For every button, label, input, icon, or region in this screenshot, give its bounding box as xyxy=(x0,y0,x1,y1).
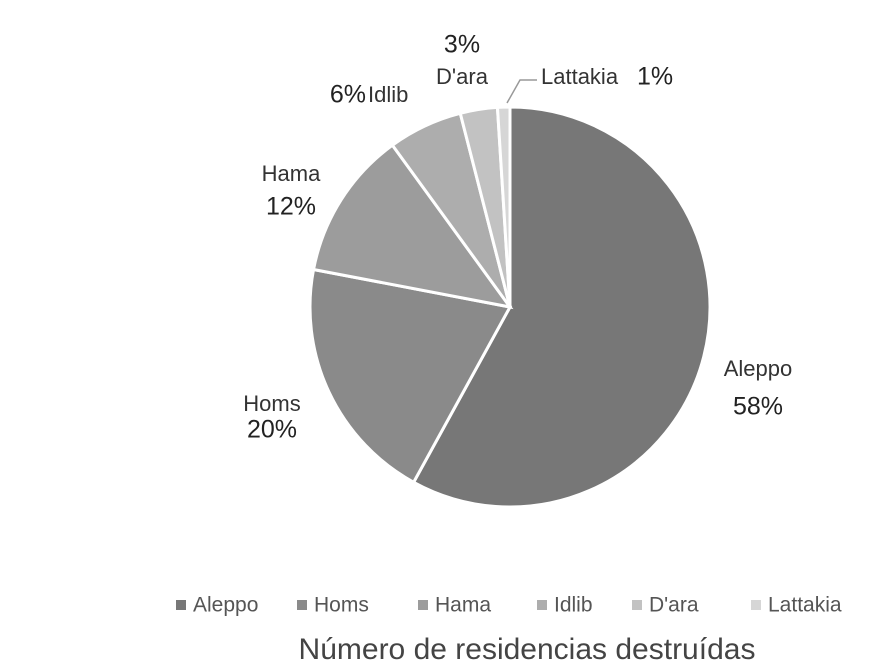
legend-label: D'ara xyxy=(649,594,699,617)
data-label-value: 6% xyxy=(330,81,366,109)
pie-slice xyxy=(311,143,514,310)
pie-slice xyxy=(308,267,513,485)
legend-marker xyxy=(537,600,547,610)
chart-title: Número de residencias destruídas xyxy=(299,633,756,666)
data-label-value: 58% xyxy=(733,393,783,421)
pie-slice xyxy=(495,105,512,308)
data-label-value: 20% xyxy=(247,416,297,444)
data-label-value: 3% xyxy=(444,31,480,59)
legend-marker xyxy=(751,600,761,610)
data-label-name: Lattakia xyxy=(541,64,619,89)
legend-marker xyxy=(418,600,428,610)
legend-label: Hama xyxy=(435,594,491,617)
data-label-name: D'ara xyxy=(436,64,489,89)
data-label-name: Idlib xyxy=(368,82,408,107)
leader-line xyxy=(506,79,537,104)
legend-label: Homs xyxy=(314,594,369,617)
data-label-value: 1% xyxy=(637,63,673,91)
pie-slice xyxy=(411,105,712,509)
legend-label: Aleppo xyxy=(193,594,258,617)
data-label-name: Aleppo xyxy=(724,356,793,381)
data-label-name: Hama xyxy=(262,161,321,186)
legend-label: Idlib xyxy=(554,594,593,617)
legend-marker xyxy=(632,600,642,610)
data-label-value: 12% xyxy=(266,193,316,221)
legend-marker xyxy=(297,600,307,610)
legend-label: Lattakia xyxy=(768,594,842,617)
legend-marker xyxy=(176,600,186,610)
data-label-name: Homs xyxy=(243,391,300,416)
